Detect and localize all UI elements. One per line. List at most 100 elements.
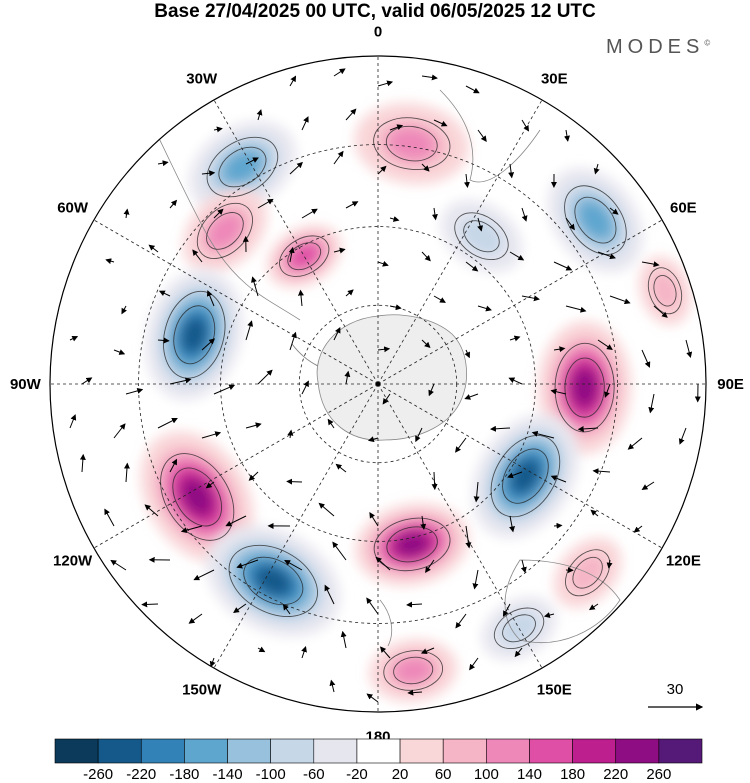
wind-arrow	[193, 569, 215, 581]
wind-arrow	[407, 689, 423, 696]
wind-arrow	[367, 436, 379, 443]
wind-arrow	[463, 173, 470, 189]
longitude-label-90e: 90E	[717, 376, 744, 393]
wind-arrow	[641, 481, 655, 490]
anomaly-australia-low	[472, 414, 579, 538]
wind-arrow	[565, 305, 587, 313]
wind-arrow	[110, 559, 127, 571]
wind-arrow	[113, 349, 126, 355]
wind-arrow	[301, 380, 309, 395]
wind-arrow	[333, 68, 346, 77]
vector-reference-label: 30	[667, 681, 684, 698]
wind-arrow	[144, 504, 159, 517]
wind-arrow	[553, 261, 573, 271]
colorbar-swatch	[486, 738, 530, 764]
wind-arrow	[366, 597, 379, 615]
wind-arrow	[489, 425, 511, 432]
wind-arrow	[245, 320, 254, 341]
wind-arrow	[335, 463, 347, 473]
wind-arrow	[104, 508, 115, 527]
anomaly-band	[388, 127, 436, 160]
wind-arrow	[329, 679, 336, 693]
wind-arrow	[377, 80, 394, 87]
wind-arrow	[415, 427, 423, 443]
meridian-line	[93, 383, 379, 549]
anomaly-tasman-high	[369, 639, 458, 702]
wind-arrow	[327, 418, 335, 429]
wind-arrow	[433, 119, 448, 127]
wind-arrow	[685, 339, 693, 359]
wind-arrow	[678, 427, 687, 445]
colorbar-label: -60	[303, 766, 325, 783]
wind-arrow	[653, 305, 668, 318]
wind-arrow	[508, 163, 515, 179]
wind-arrow	[345, 108, 357, 121]
australia-outline	[504, 559, 621, 643]
contour-line	[373, 517, 451, 572]
longitude-label-90w: 90W	[10, 376, 42, 393]
colorbar-label: 20	[392, 766, 409, 783]
wind-arrow	[289, 161, 303, 175]
colorbar: -260 -220 -180 -140 -100 -60 -20 20 60 100 140 180 2…	[54, 738, 703, 783]
contour-line	[373, 117, 451, 170]
colorbar-swatch	[572, 738, 617, 764]
wind-arrow	[213, 126, 223, 133]
wind-arrow	[256, 109, 263, 121]
meridian-line	[377, 219, 663, 385]
wind-arrow	[604, 383, 611, 398]
contour-line	[647, 267, 683, 315]
wind-arrow	[609, 207, 619, 215]
contour-line	[287, 242, 322, 271]
wind-arrow	[125, 387, 144, 395]
wind-arrow	[406, 601, 423, 608]
contour-line	[572, 556, 603, 589]
wind-arrow	[473, 481, 480, 503]
wind-arrow	[553, 522, 563, 529]
map-title: Base 27/04/2025 00 UTC, valid 06/05/2025…	[154, 1, 596, 22]
wind-arrow	[169, 377, 192, 385]
contour-line	[454, 212, 509, 261]
colorbar-swatch	[529, 738, 573, 764]
anomaly-band	[578, 201, 613, 239]
wind-arrow	[301, 208, 318, 219]
wind-arrow	[609, 295, 631, 305]
wind-arrow	[141, 601, 159, 608]
wind-arrow	[627, 437, 643, 450]
wind-arrow	[520, 559, 527, 574]
wind-arrow	[188, 613, 203, 624]
wind-arrow	[257, 646, 266, 653]
wind-arrow	[318, 502, 335, 517]
contour-line	[565, 549, 611, 597]
meridian-line	[213, 99, 379, 385]
wind-arrow	[169, 199, 178, 209]
wind-arrow	[251, 276, 259, 297]
longitude-label-30w: 30W	[186, 71, 218, 88]
wind-arrow	[550, 388, 567, 395]
colorbar-label: 60	[435, 766, 452, 783]
wind-arrow	[464, 393, 479, 400]
wind-arrow	[225, 515, 247, 527]
south-pole-marker	[375, 381, 381, 387]
anomaly-band	[511, 459, 540, 493]
anomaly-africa-low-2	[548, 168, 643, 273]
colorbar-swatch	[313, 738, 358, 764]
colorbar-label: 260	[646, 766, 671, 783]
wind-arrow	[369, 511, 379, 527]
wind-arrow	[282, 603, 291, 615]
contour-line	[386, 526, 438, 563]
copyright-mark: ©	[704, 38, 711, 48]
wind-arrow	[123, 208, 130, 219]
longitude-label-0: 0	[374, 23, 382, 40]
anomaly-band	[395, 532, 429, 556]
wind-arrow	[366, 693, 379, 703]
wind-arrow	[389, 304, 402, 311]
wind-arrow	[377, 260, 389, 267]
wind-arrow	[377, 346, 391, 353]
wind-arrow	[345, 289, 354, 297]
wind-arrow	[633, 525, 643, 533]
contour-line	[564, 185, 627, 255]
wind-arrow	[121, 305, 127, 315]
wind-arrow	[472, 569, 479, 590]
colorbar-swatch	[140, 738, 185, 764]
